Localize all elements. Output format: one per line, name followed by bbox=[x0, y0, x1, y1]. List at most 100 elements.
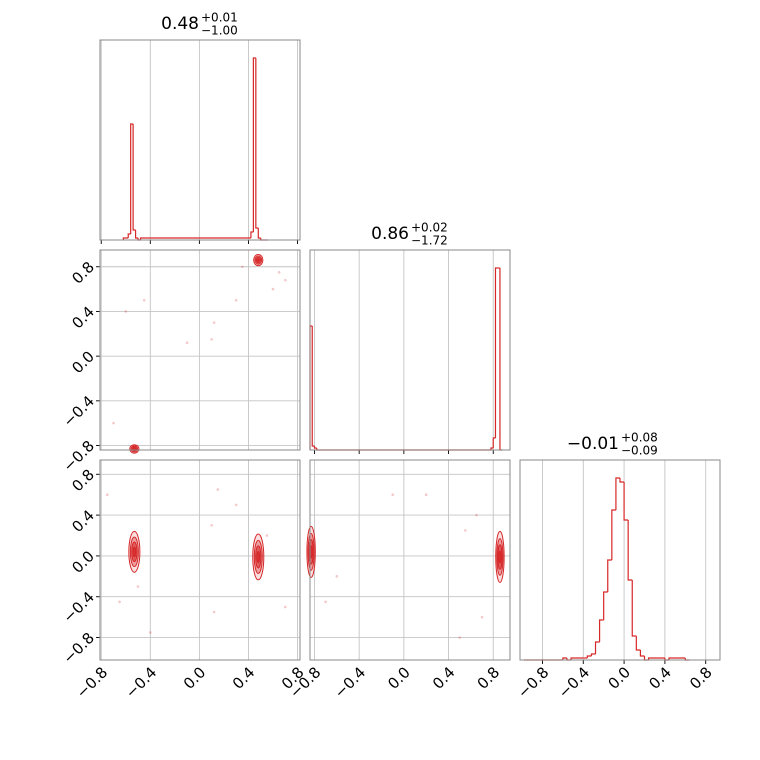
x-tick-label: −0.4 bbox=[555, 663, 593, 701]
histogram-bin bbox=[635, 636, 641, 651]
sample-point bbox=[142, 298, 146, 302]
histogram-bin bbox=[490, 447, 494, 450]
sample-point bbox=[136, 585, 140, 588]
histogram-bin bbox=[139, 237, 251, 240]
sample-point bbox=[241, 265, 244, 269]
y-tick-label: 0.0 bbox=[68, 547, 98, 577]
panel-title: −0.01 bbox=[567, 434, 619, 454]
x-tick-label: 0.0 bbox=[180, 663, 210, 693]
title-plus: +0.02 bbox=[411, 221, 448, 235]
histogram-bin bbox=[134, 230, 139, 239]
histogram-bin bbox=[492, 437, 496, 448]
title-minus: −1.00 bbox=[201, 24, 238, 38]
histogram-bin bbox=[603, 591, 608, 620]
y-tick-label: 0.8 bbox=[68, 258, 98, 288]
histogram-bin bbox=[607, 559, 612, 592]
histogram-bin bbox=[127, 233, 131, 238]
sample-point bbox=[118, 600, 121, 604]
sample-point bbox=[271, 287, 275, 291]
histogram-bin bbox=[570, 657, 584, 660]
y-tick-label: −0.4 bbox=[60, 392, 98, 430]
histogram-bin bbox=[631, 580, 637, 637]
histogram-bin bbox=[562, 657, 567, 660]
histogram-bin bbox=[494, 267, 498, 438]
sample-point bbox=[283, 278, 287, 282]
x-tick-label: 0.4 bbox=[429, 663, 459, 693]
sample-point bbox=[234, 503, 238, 507]
histogram-bin bbox=[122, 237, 129, 240]
density-contour bbox=[132, 546, 137, 558]
histogram-bin bbox=[623, 482, 629, 521]
histogram-bin bbox=[132, 124, 136, 231]
histogram-bin bbox=[311, 326, 315, 447]
x-tick-label: −0.8 bbox=[73, 663, 111, 701]
x-tick-label: −0.4 bbox=[331, 663, 369, 701]
panel-frame bbox=[99, 249, 301, 451]
histogram-bin bbox=[647, 657, 665, 660]
x-tick-label: −0.8 bbox=[514, 663, 552, 701]
panel-title: 0.48 bbox=[161, 14, 199, 34]
panel-frame bbox=[99, 39, 301, 241]
histogram-bin bbox=[643, 656, 649, 661]
histogram-bin bbox=[639, 650, 645, 657]
density-contour bbox=[498, 550, 502, 564]
x-tick-label: 0.0 bbox=[384, 663, 414, 693]
panel-title: 0.86 bbox=[371, 224, 409, 244]
sample-point bbox=[216, 488, 220, 491]
x-tick-label: 0.4 bbox=[229, 663, 259, 693]
y-tick-label: −0.8 bbox=[60, 629, 98, 667]
histogram-bin bbox=[250, 231, 254, 238]
sample-point bbox=[458, 636, 462, 639]
histogram-bin bbox=[619, 478, 625, 483]
panel-frame bbox=[99, 459, 301, 661]
sample-point bbox=[324, 600, 327, 604]
sample-point bbox=[212, 321, 216, 324]
histogram-bin bbox=[611, 509, 616, 560]
y-tick-label: 0.4 bbox=[68, 303, 98, 333]
x-tick-label: 0.4 bbox=[645, 663, 675, 693]
title-plus: +0.08 bbox=[621, 431, 658, 445]
sample-point bbox=[210, 524, 213, 527]
y-tick-label: −0.8 bbox=[60, 437, 98, 475]
panel-frame bbox=[309, 459, 511, 661]
title-plus: +0.01 bbox=[201, 11, 238, 25]
histogram-bin bbox=[627, 520, 633, 581]
sample-point bbox=[464, 529, 467, 532]
x-tick-label: −0.4 bbox=[122, 663, 160, 701]
x-tick-label: 0.8 bbox=[474, 663, 504, 693]
y-tick-label: 0.0 bbox=[68, 347, 98, 377]
sample-point bbox=[283, 605, 287, 609]
x-tick-label: 0.8 bbox=[686, 663, 716, 693]
sample-point bbox=[424, 493, 428, 496]
title-minus: −1.72 bbox=[411, 234, 448, 248]
density-contour bbox=[256, 258, 260, 262]
sample-point bbox=[210, 338, 213, 341]
sample-point bbox=[335, 575, 339, 578]
panel-frame bbox=[519, 459, 721, 661]
density-contour bbox=[256, 550, 261, 563]
sample-point bbox=[106, 493, 109, 496]
y-tick-label: −0.4 bbox=[60, 588, 98, 626]
sample-point bbox=[185, 341, 189, 345]
histogram-bin bbox=[586, 655, 592, 658]
sample-point bbox=[112, 421, 115, 425]
histogram-bin bbox=[313, 446, 317, 449]
histogram-bin bbox=[130, 123, 134, 234]
sample-point bbox=[277, 271, 281, 274]
sample-point bbox=[475, 513, 478, 517]
sample-point bbox=[149, 631, 152, 634]
x-tick-label: 0.0 bbox=[604, 663, 634, 693]
sample-point bbox=[234, 298, 238, 302]
histogram-bin bbox=[594, 641, 600, 654]
y-tick-label: 0.4 bbox=[68, 506, 98, 536]
panel-frame bbox=[309, 249, 511, 451]
sample-point bbox=[480, 615, 484, 619]
sample-point bbox=[391, 493, 394, 496]
title-minus: −0.09 bbox=[621, 444, 658, 458]
histogram-bin bbox=[252, 57, 256, 232]
histogram-bin bbox=[590, 653, 596, 656]
histogram-bin bbox=[615, 477, 620, 510]
histogram-bin bbox=[598, 619, 604, 642]
sample-point bbox=[212, 610, 216, 614]
